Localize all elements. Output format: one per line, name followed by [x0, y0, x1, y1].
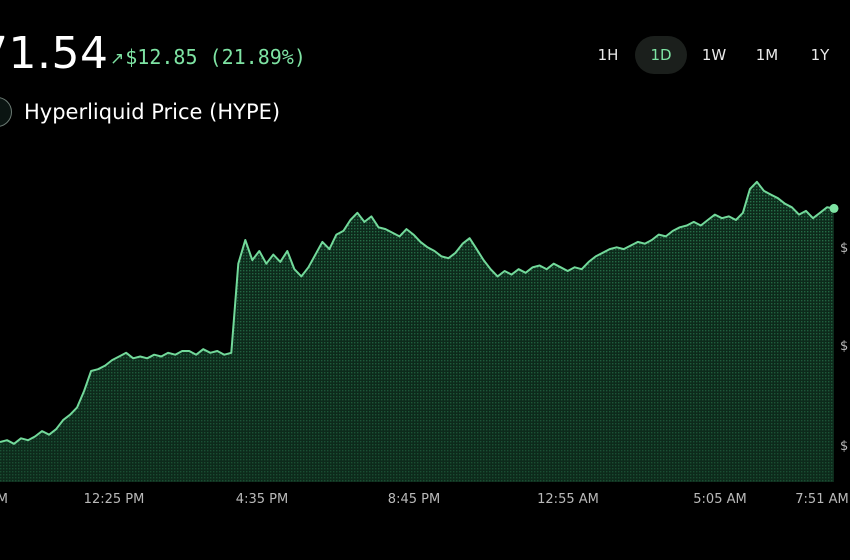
y-tick-label: $ [840, 439, 848, 454]
y-tick-label: $ [840, 339, 848, 354]
x-tick-label: 4:35 PM [236, 492, 288, 507]
x-tick-label: 8:45 PM [388, 492, 440, 507]
price-line [0, 180, 835, 445]
area-dot-texture [0, 181, 834, 483]
x-tick-label: 5:05 AM [693, 492, 746, 507]
timeframe-1d-button[interactable]: 1D [635, 36, 687, 74]
x-tick-label: 12:55 AM [537, 492, 599, 507]
timeframe-selector: 1H 1D 1W 1M 1Y [582, 36, 847, 74]
timeframe-1m-button[interactable]: 1M [755, 46, 779, 64]
x-axis-labels: M 12:25 PM 4:35 PM 8:45 PM 12:55 AM 5:05 AM 7:… [0, 492, 849, 507]
y-axis-labels: $ $ $ [840, 241, 848, 454]
price-change-value: $12.85 (21.89%) [125, 45, 306, 69]
timeframe-1h-button[interactable]: 1H [597, 46, 619, 64]
y-tick-label: $ [840, 241, 848, 256]
timeframe-1y-button[interactable]: 1Y [810, 46, 830, 64]
price-change: ↗$12.85 (21.89%) [110, 42, 306, 74]
coin-name: Hyperliquid Price (HYPE) [24, 100, 281, 124]
current-price-marker [829, 203, 839, 213]
x-tick-label: 7:51 AM [795, 492, 848, 507]
current-price: 71.54 [0, 28, 109, 79]
timeframe-1w-button[interactable]: 1W [701, 46, 727, 64]
chart-area [0, 180, 839, 483]
x-tick-label: M [0, 492, 8, 507]
trend-up-icon: ↗ [110, 49, 125, 69]
x-tick-label: 12:25 PM [84, 492, 145, 507]
coin-title-row: Hyperliquid Price (HYPE) [0, 94, 280, 130]
